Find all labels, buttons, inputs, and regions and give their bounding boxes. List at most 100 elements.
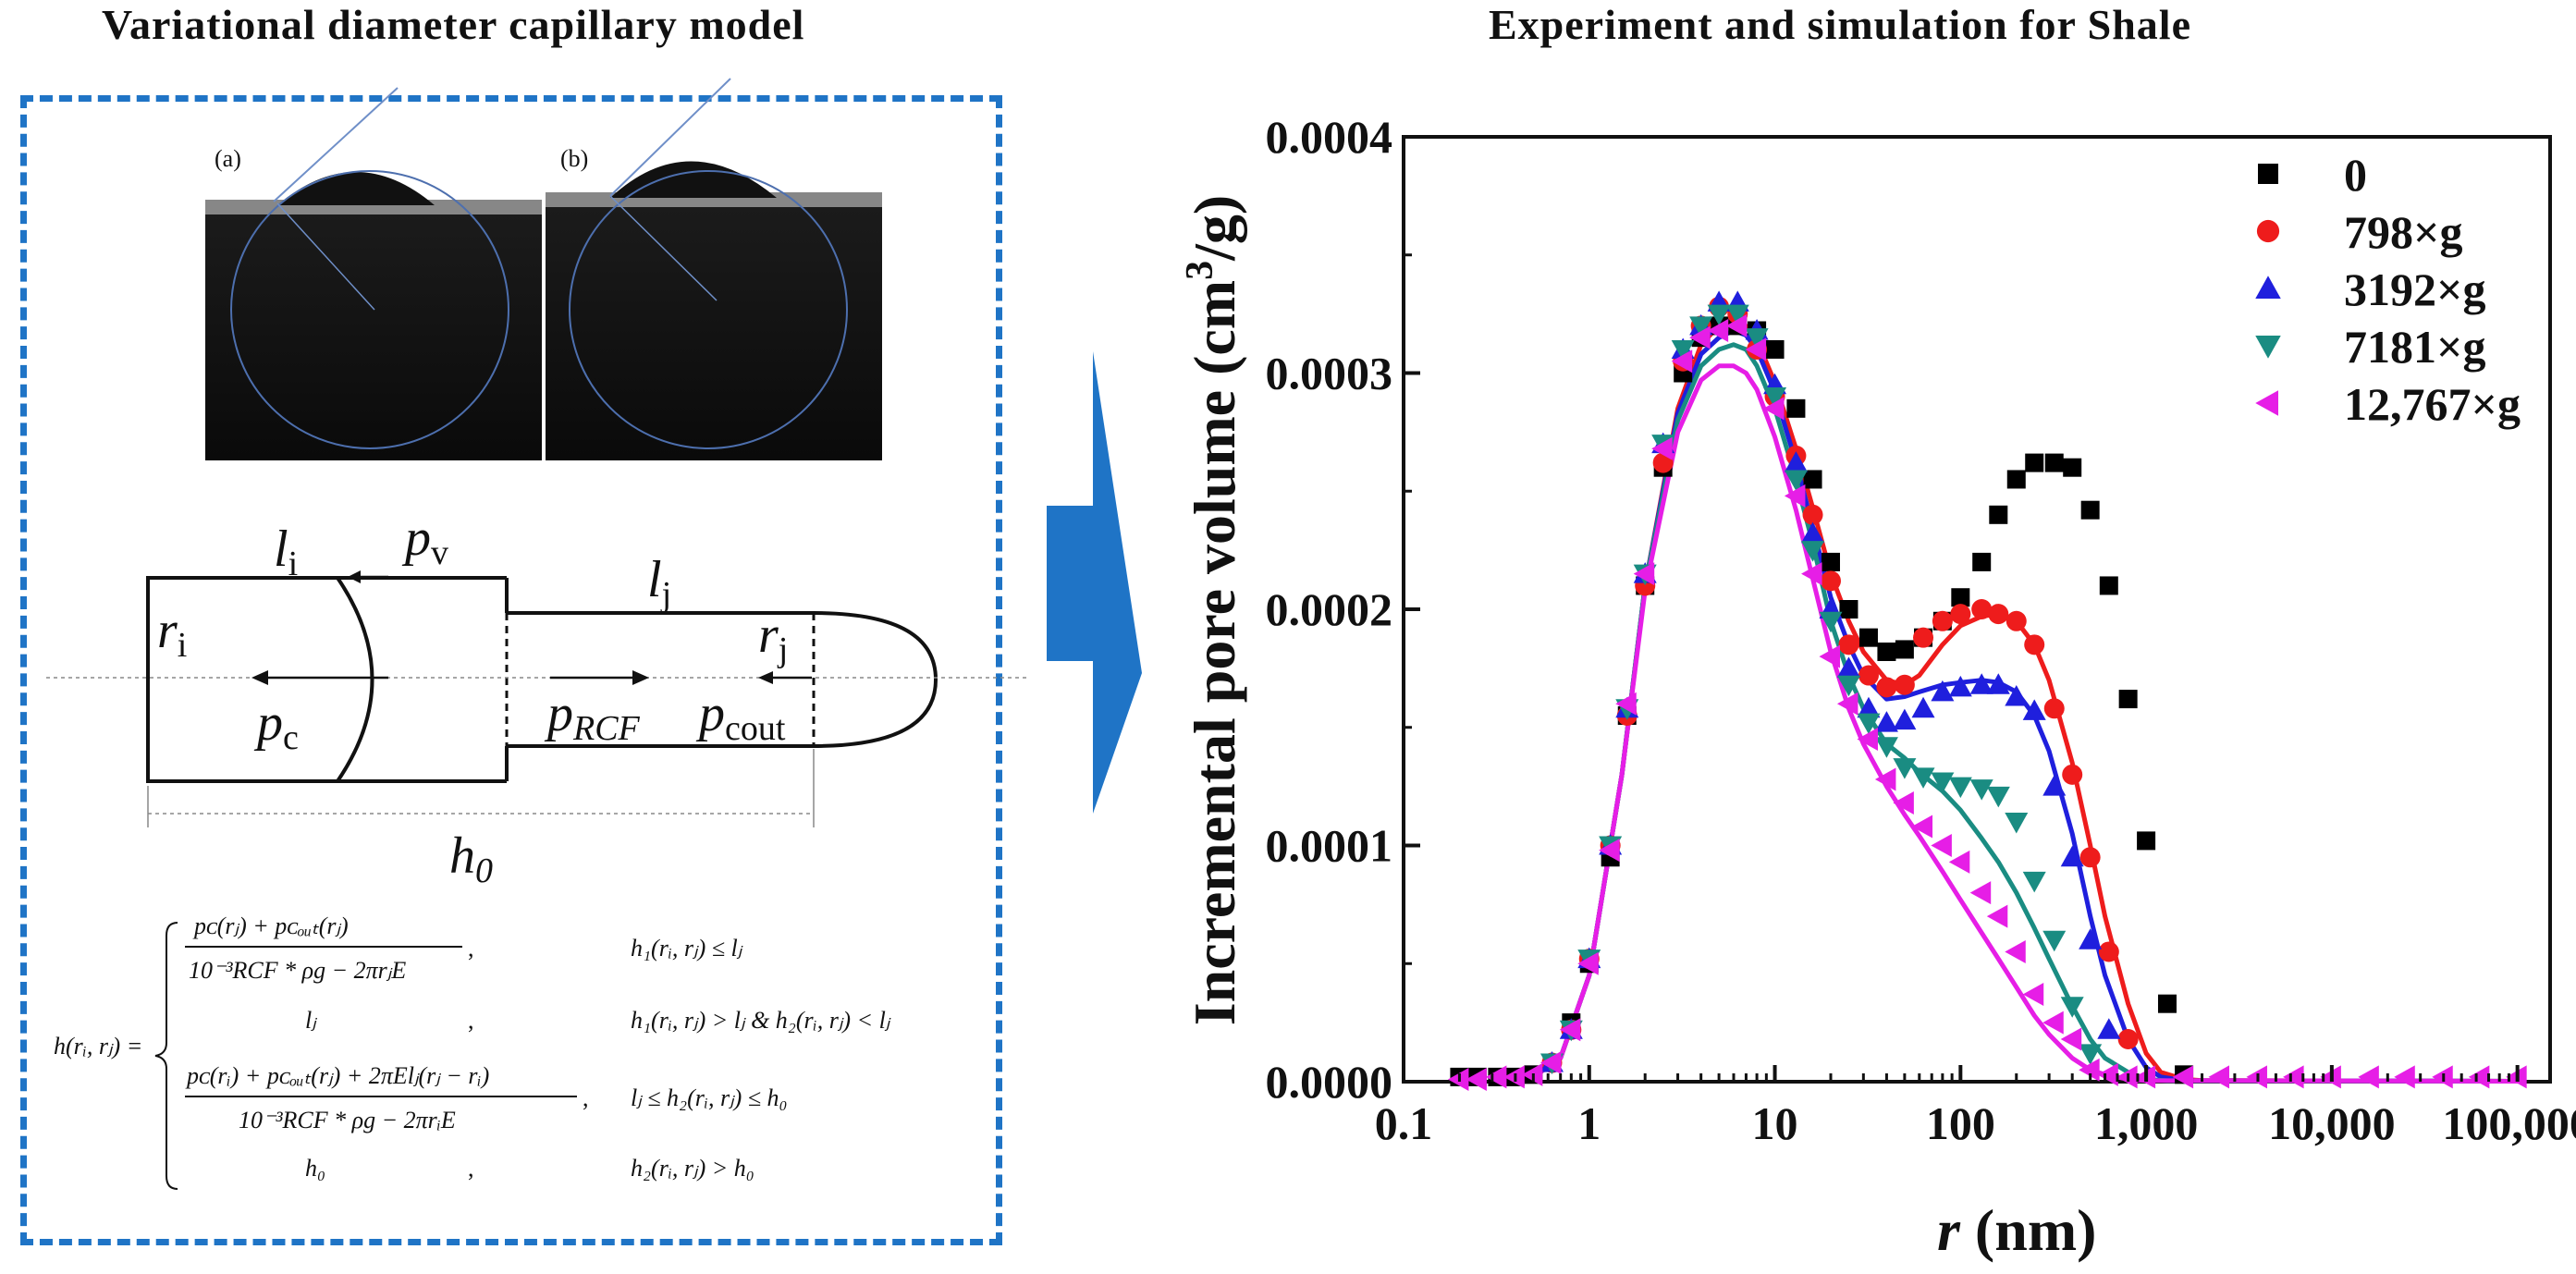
y-axis-label: Incremental pore volume (cm3/g) bbox=[1179, 195, 1247, 1025]
data-point-s4-46 bbox=[2468, 1065, 2490, 1089]
data-point-s2-26 bbox=[2022, 699, 2046, 720]
data-point-s2-21 bbox=[1931, 680, 1955, 702]
model-panel-title: Variational diameter capillary model bbox=[102, 1, 805, 48]
y-tick-label: 0.0001 bbox=[1266, 820, 1393, 872]
data-point-s2-22 bbox=[1948, 675, 1972, 697]
label-p-c: pc bbox=[253, 694, 299, 757]
data-point-s0-33 bbox=[2063, 458, 2082, 477]
data-point-s1-22 bbox=[1950, 604, 1971, 625]
label-h-0: h0 bbox=[449, 827, 493, 890]
data-point-s4-16 bbox=[1745, 337, 1767, 361]
data-point-s2-13 bbox=[1784, 451, 1808, 472]
x-tick-label: 100 bbox=[1926, 1097, 1995, 1149]
legend-label-4: 12,767×g bbox=[2344, 378, 2521, 430]
data-point-s1-21 bbox=[1932, 610, 1953, 631]
fit-curve-1 bbox=[1531, 328, 2518, 1084]
data-point-s4-8 bbox=[1599, 839, 1620, 863]
data-point-s1-23 bbox=[1971, 599, 1993, 619]
data-point-s3-18 bbox=[1874, 737, 1898, 758]
data-point-s4-38 bbox=[2172, 1065, 2194, 1089]
data-point-s0-34 bbox=[2080, 500, 2100, 520]
data-point-s4-17 bbox=[1763, 397, 1785, 421]
data-point-s4-24 bbox=[1893, 791, 1914, 815]
data-point-s1-28 bbox=[2062, 764, 2083, 785]
data-point-s1-30 bbox=[2098, 941, 2119, 962]
data-point-s0-27 bbox=[1951, 588, 1970, 607]
data-point-s3-20 bbox=[1911, 767, 1935, 789]
data-point-s4-31 bbox=[2022, 982, 2044, 1006]
data-point-s1-24 bbox=[1988, 604, 2009, 625]
data-point-s0-24 bbox=[1895, 640, 1914, 659]
data-point-s3-25 bbox=[2005, 812, 2029, 834]
legend-label-2: 3192×g bbox=[2344, 263, 2486, 315]
axes: 0.1 1 10 100 1,000 10,000 100,000 0.0000 0.0001 0… bbox=[1266, 111, 2576, 1149]
data-point-s0-38 bbox=[2157, 994, 2177, 1013]
data-point-s2-29 bbox=[2079, 928, 2103, 949]
data-point-s1-27 bbox=[2043, 698, 2065, 719]
capillary-schematic bbox=[46, 570, 1026, 827]
x-tick-label: 100,000 bbox=[2442, 1097, 2576, 1149]
photo-label-b: (b) bbox=[560, 145, 588, 172]
data-point-s1-15 bbox=[1820, 570, 1841, 592]
data-point-s0-22 bbox=[1858, 628, 1878, 647]
data-point-s4-13 bbox=[1689, 325, 1711, 349]
data-point-s1-17 bbox=[1858, 665, 1879, 686]
data-point-s4-9 bbox=[1615, 692, 1637, 716]
data-point-s3-27 bbox=[2042, 930, 2067, 952]
data-point-s4-43 bbox=[2358, 1065, 2379, 1089]
data-point-s3-28 bbox=[2060, 997, 2084, 1018]
legend-marker-2 bbox=[2255, 276, 2281, 299]
case1-condition: h₁(rᵢ, rⱼ) ≤ lⱼ bbox=[631, 935, 743, 962]
data-point-s4-10 bbox=[1633, 562, 1655, 586]
data-point-s4-6 bbox=[1559, 1018, 1581, 1042]
fit-curves bbox=[1531, 318, 2518, 1084]
data-point-s4-11 bbox=[1651, 436, 1673, 460]
data-point-s4-28 bbox=[1969, 881, 1992, 905]
chart-title: Experiment and simulation for Shale bbox=[1489, 1, 2191, 48]
y-tick-label: 0.0004 bbox=[1266, 111, 1393, 163]
legend-label-0: 0 bbox=[2344, 149, 2367, 201]
y-tick-label: 0.0000 bbox=[1266, 1056, 1393, 1108]
data-point-s4-26 bbox=[1931, 834, 1952, 857]
data-point-s2-19 bbox=[1893, 708, 1917, 730]
data-point-s4-21 bbox=[1836, 692, 1858, 716]
data-point-s4-32 bbox=[2042, 1011, 2064, 1035]
data-point-s0-31 bbox=[2025, 453, 2044, 472]
data-point-s4-20 bbox=[1819, 644, 1840, 668]
data-point-s0-21 bbox=[1839, 600, 1858, 619]
data-point-s3-26 bbox=[2022, 871, 2046, 893]
data-point-s3-9 bbox=[1707, 304, 1731, 326]
data-point-s1-18 bbox=[1876, 677, 1897, 698]
data-point-s1-29 bbox=[2079, 847, 2101, 868]
fit-curve-2 bbox=[1531, 342, 2518, 1084]
legend-marker-3 bbox=[2255, 336, 2281, 359]
label-p-v: pv bbox=[401, 509, 448, 572]
data-point-s0-30 bbox=[2006, 470, 2026, 489]
data-point-s4-7 bbox=[1577, 951, 1599, 975]
data-point-s1-25 bbox=[2006, 610, 2027, 631]
case2-separator: , bbox=[468, 1007, 474, 1034]
data-point-s0-18 bbox=[1786, 398, 1806, 418]
data-point-s4-18 bbox=[1784, 484, 1806, 508]
flow-arrow bbox=[1047, 351, 1142, 814]
data-point-s4-35 bbox=[2097, 1062, 2118, 1086]
data-point-s2-28 bbox=[2060, 845, 2084, 867]
data-point-s4-5 bbox=[1539, 1051, 1562, 1075]
data-point-s3-7 bbox=[1671, 339, 1695, 361]
data-point-s0-32 bbox=[2044, 453, 2064, 472]
data-point-s4-29 bbox=[1986, 904, 2008, 928]
legend-marker-0 bbox=[2258, 164, 2278, 184]
legend-marker-4 bbox=[2255, 390, 2278, 416]
data-point-s3-17 bbox=[1857, 713, 1881, 735]
data-point-s4-19 bbox=[1801, 562, 1822, 586]
label-p-cout: pcout bbox=[695, 685, 786, 748]
data-point-s0-28 bbox=[1972, 552, 1992, 571]
case4-condition: h₂(rᵢ, rⱼ) > h₀ bbox=[631, 1155, 754, 1182]
case3-numerator: pᴄ(rᵢ) + pᴄₒᵤₜ(rⱼ) + 2πElⱼ(rⱼ − rᵢ) bbox=[185, 1062, 489, 1089]
data-point-s3-13 bbox=[1784, 470, 1808, 491]
data-point-s1-16 bbox=[1838, 634, 1859, 655]
x-tick-label: 1,000 bbox=[2094, 1097, 2199, 1149]
case1-denominator: 10⁻³RCF * ρg − 2πrⱼE bbox=[189, 957, 406, 984]
